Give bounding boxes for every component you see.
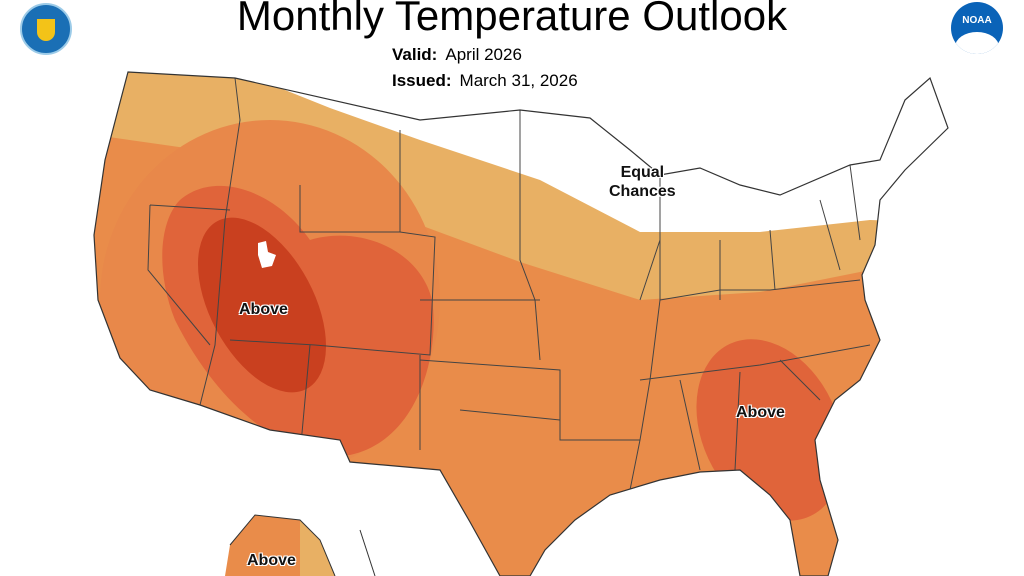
above-west-label: Above xyxy=(239,301,288,318)
issued-line: Issued: March 31, 2026 xyxy=(392,71,578,91)
equal-chances-line1: Equal xyxy=(620,164,665,181)
valid-label: Valid: xyxy=(392,45,438,64)
valid-value: April 2026 xyxy=(445,45,522,64)
seal-shield-icon xyxy=(37,19,55,41)
state-borders xyxy=(147,77,871,491)
above-60-70-west xyxy=(197,217,327,393)
us-outline xyxy=(93,71,949,576)
valid-line: Valid: April 2026 xyxy=(392,45,522,65)
great-salt-lake xyxy=(258,241,276,268)
issued-value: March 31, 2026 xyxy=(459,71,578,90)
above-southeast-label: Above xyxy=(736,404,785,421)
noaa-bird-icon xyxy=(955,32,999,54)
doc-seal-logo xyxy=(20,3,72,55)
above-alaska-label: Above xyxy=(247,552,296,569)
equal-chances-label: Equal Chances xyxy=(609,163,676,201)
page-title: Monthly Temperature Outlook xyxy=(236,0,788,39)
noaa-wordmark: NOAA xyxy=(962,15,992,26)
equal-chances-line2: Chances xyxy=(609,183,676,200)
issued-label: Issued: xyxy=(392,71,452,90)
alaska-outline xyxy=(229,514,336,576)
alaska-border xyxy=(359,529,376,576)
noaa-logo: NOAA xyxy=(951,2,1003,54)
